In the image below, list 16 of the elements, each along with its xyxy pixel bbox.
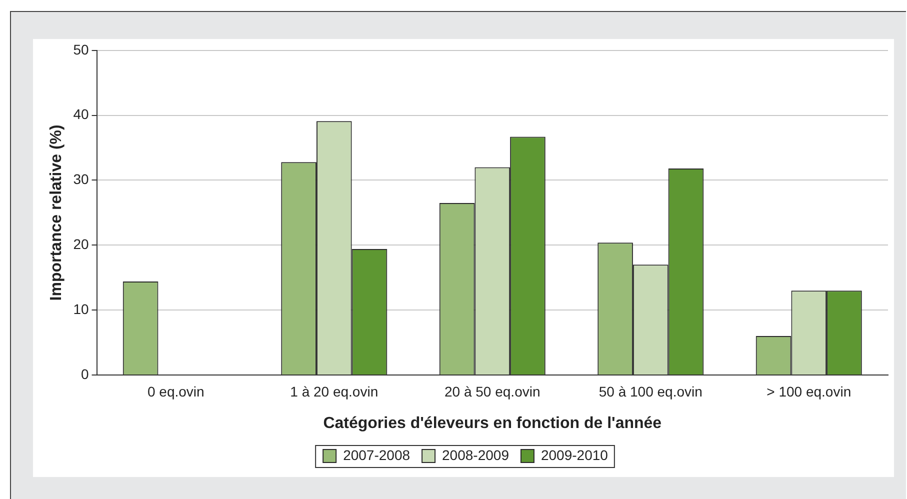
y-tick-label: 10	[73, 300, 89, 317]
legend-label: 2007-2008	[343, 446, 410, 463]
y-tick-label: 40	[73, 106, 89, 122]
y-tick-label: 20	[73, 236, 89, 252]
y-tick-label: 0	[80, 366, 89, 382]
x-tick-label: 1 à 20 eq.ovin	[290, 383, 378, 400]
y-axis-title: Importance relative (%)	[48, 124, 66, 301]
legend-label: 2008-2009	[442, 446, 510, 463]
legend-label: 2009-2010	[540, 446, 608, 463]
x-axis-title: Catégories d'éleveurs en fonction de l'année	[323, 414, 662, 432]
y-tick-label: 30	[73, 171, 89, 188]
x-tick-label: 0 eq.ovin	[147, 383, 204, 400]
x-tick-label: 50 à 100 eq.ovin	[598, 383, 702, 400]
x-tick-label: 20 à 50 eq.ovin	[444, 383, 540, 400]
y-tick-label: 50	[73, 41, 89, 58]
x-tick-label: > 100 eq.ovin	[766, 383, 852, 400]
